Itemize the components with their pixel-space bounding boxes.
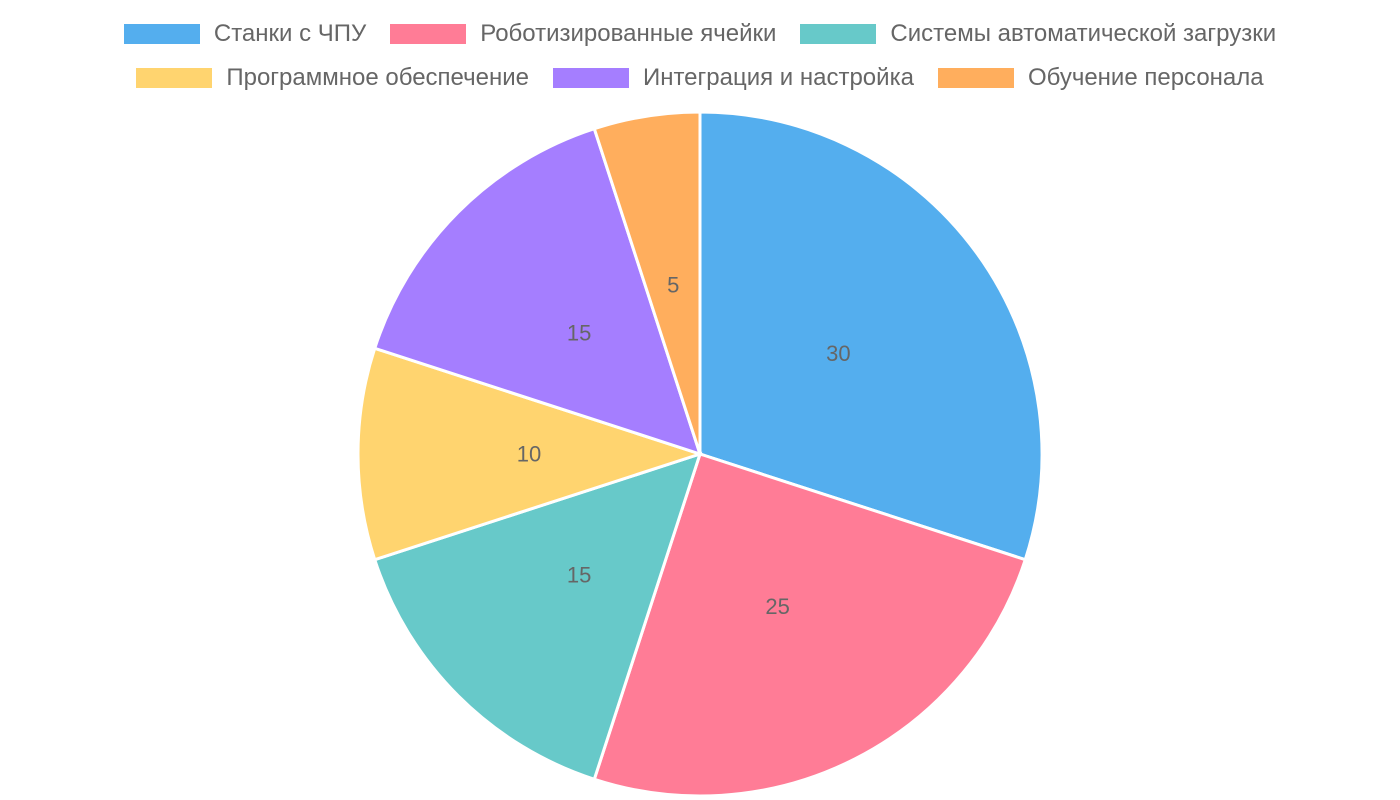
legend-swatch [136, 68, 213, 88]
legend-row-2: Программное обеспечение Интеграция и нас… [0, 64, 1400, 92]
legend-label: Программное обеспечение [226, 64, 529, 91]
legend-swatch [800, 24, 877, 44]
legend-label: Роботизированные ячейки [480, 20, 777, 47]
pie-slice[interactable] [592, 110, 702, 455]
legend-label: Станки с ЧПУ [213, 20, 367, 47]
pie-slice[interactable] [356, 346, 705, 562]
slice-value-label: 30 [826, 341, 850, 366]
legend-row-1: Станки с ЧПУ Роботизированные ячейки Сис… [0, 20, 1400, 48]
pie-slices[interactable] [356, 110, 1044, 798]
legend-item-training[interactable]: Обучение персонала [937, 64, 1264, 92]
legend-label: Обучение персонала [1027, 64, 1264, 91]
slice-value-label: 15 [567, 562, 591, 587]
pie-slice[interactable] [372, 126, 703, 457]
legend-swatch [937, 68, 1014, 88]
legend-item-auto-loading[interactable]: Системы автоматической загрузки [800, 20, 1276, 48]
legend-swatch [123, 24, 200, 44]
pie-slice[interactable] [372, 451, 703, 782]
legend-swatch [390, 24, 467, 44]
slice-value-label: 25 [765, 594, 789, 619]
legend-item-integration[interactable]: Интеграция и настройка [552, 64, 914, 92]
slice-value-label: 15 [567, 321, 591, 346]
legend-label: Интеграция и настройка [642, 64, 914, 91]
legend-item-software[interactable]: Программное обеспечение [136, 64, 529, 92]
legend-item-cnc[interactable]: Станки с ЧПУ [123, 20, 367, 48]
pie-slice[interactable] [592, 452, 1028, 798]
slice-value-label: 5 [667, 273, 679, 298]
pie-slice[interactable] [698, 110, 1044, 562]
pie-labels: 30 25 15 10 15 5 [517, 273, 851, 619]
legend-item-robotic-cells[interactable]: Роботизированные ячейки [390, 20, 776, 48]
slice-value-label: 10 [517, 442, 541, 467]
legend-swatch [552, 68, 629, 88]
legend-label: Системы автоматической загрузки [890, 20, 1277, 47]
